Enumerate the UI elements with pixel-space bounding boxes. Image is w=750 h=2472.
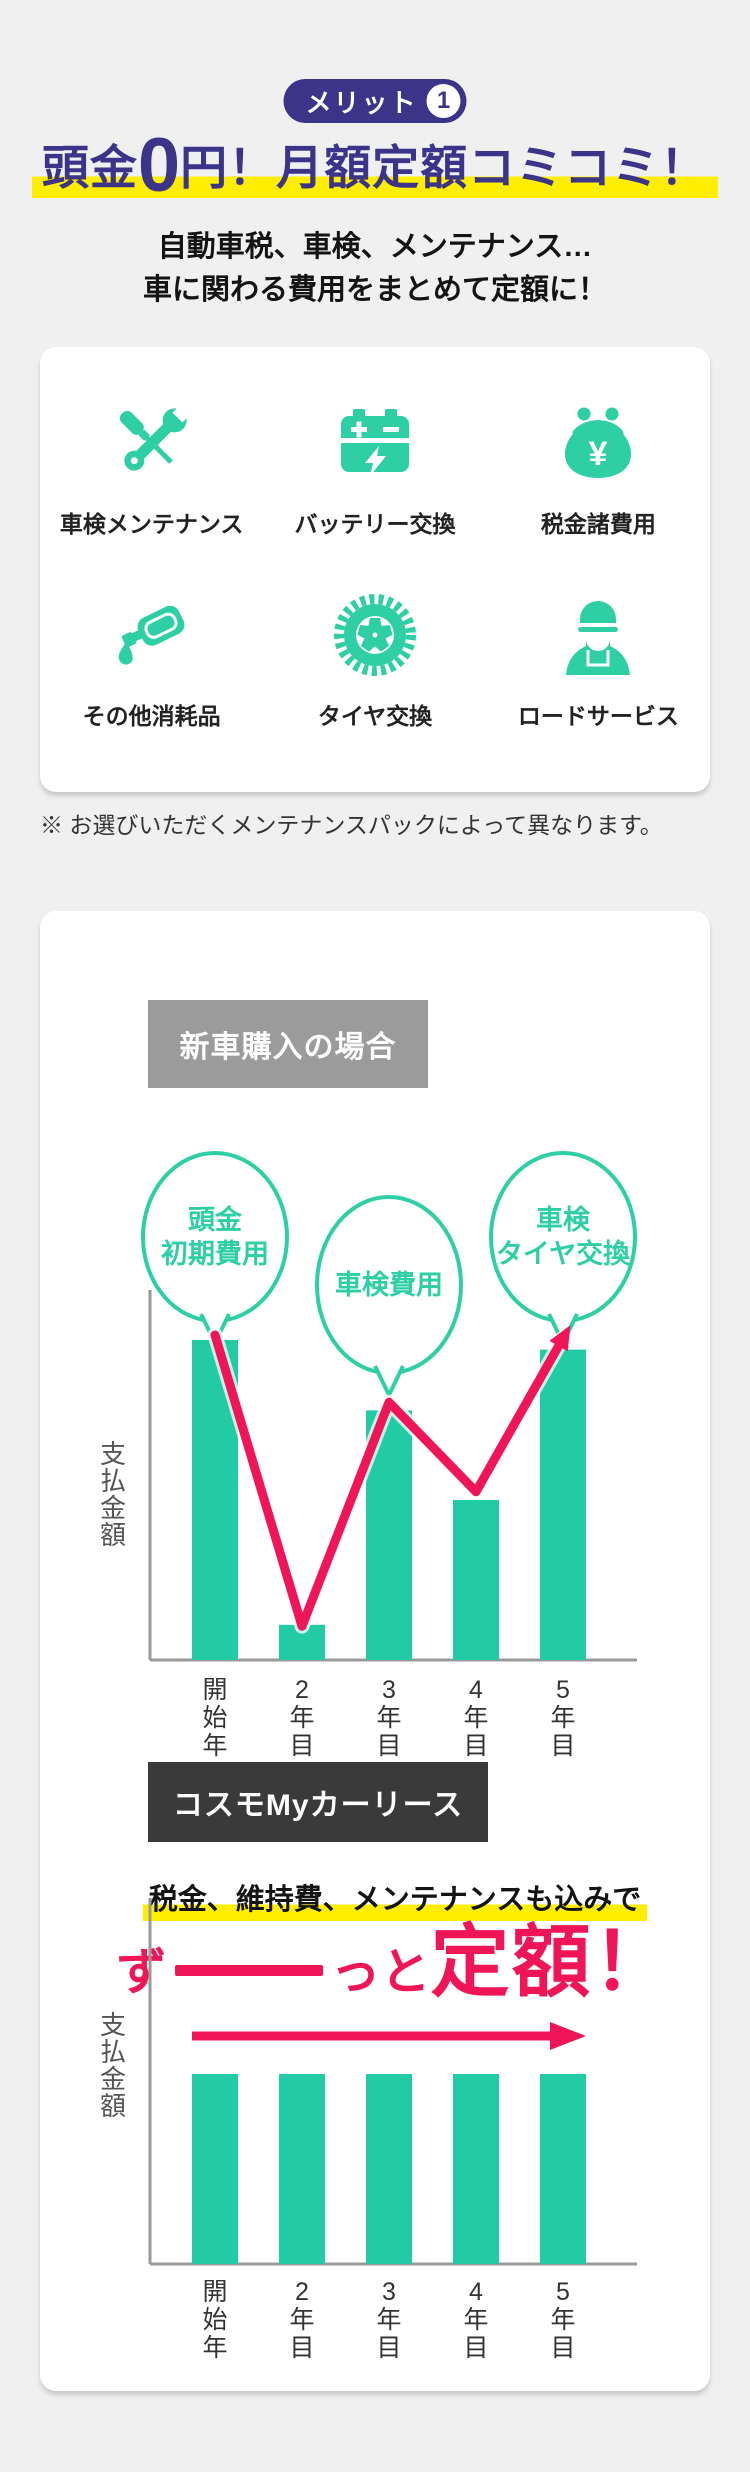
lease-title: コスモMyカーリース [172,1789,464,1822]
lease-highlight-marker: 税金、維持費、メンテナンスも込みで [142,1884,648,1921]
mechanic-icon [487,583,710,687]
svg-text:タイヤ交換: タイヤ交換 [496,1238,631,1269]
purchase-chart: 頭金初期費用車検費用 車検 タイヤ交換開始年 2年目 3年目 4年目 5年目 支払金額 [90,1120,700,1780]
tire-icon [263,583,486,687]
x-axis-category-label: 2年目 [289,2278,315,2362]
feature-label: バッテリー交換 [294,511,456,537]
feature-item: その他消耗品 [40,583,263,731]
features-note: ※ お選びいただくメンテナンスパックによって異なります。 [40,812,663,838]
x-axis-category-label: 4年目 [463,2278,489,2362]
feature-item: 車検メンテナンス [40,391,263,539]
feature-label: 税金諸費用 [540,511,656,537]
merit-badge-number: 1 [426,84,461,118]
merit-badge: メリット 1 [283,79,467,123]
elongated-dash-shape [174,1965,323,1976]
svg-text:初期費用: 初期費用 [161,1239,269,1269]
headline: 頭金0円！月額定額コミコミ！ [0,128,750,204]
feature-label: タイヤ交換 [317,703,433,729]
wrench-screwdriver-icon [40,391,263,495]
lease-chart: 開始年 2年目 3年目 4年目 5年目 支払金額 [90,1884,700,2384]
subtitle-line1: 自動車税、車検、メンテナンス… [157,231,593,263]
x-axis-category-label: 5年目 [550,1676,576,1760]
feature-label: 車検メンテナンス [59,511,244,537]
merit-badge-label: メリット [305,87,418,118]
headline-zero: 0 [137,123,181,208]
battery-icon [263,391,486,495]
x-axis-category-label: 4年目 [463,1676,489,1760]
y-axis-label: 支払金額 [99,1439,126,1550]
feature-item: タイヤ交換 [263,583,486,731]
feature-label: その他消耗品 [82,703,221,729]
x-axis-category-label: 3年目 [376,2278,402,2362]
purse-yen-icon: ¥ [487,391,710,495]
feature-item: ロードサービス [487,583,710,731]
features-grid: 車検メンテナンス [40,347,710,731]
feature-label: ロードサービス [517,703,679,729]
svg-text:車検費用: 車検費用 [335,1270,443,1300]
subtitle: 自動車税、車検、メンテナンス… 車に関わる費用をまとめて定額に！ [0,226,750,312]
svg-text:¥: ¥ [589,435,608,473]
x-axis-category-label: 3年目 [376,1676,402,1760]
subtitle-line2: 車に関わる費用をまとめて定額に！ [142,274,607,306]
lease-highlight-note: 税金、維持費、メンテナンスも込みで [90,1876,700,1921]
lease-catchphrase: ずっと定額！ [90,1922,700,2001]
catch-main: 定額！ [430,1917,674,2006]
x-axis-category-label: 開始年 [202,2278,228,2362]
feature-item: ¥ 税金諸費用 [487,391,710,539]
purchase-title-box: 新車購入の場合 [148,1000,428,1088]
x-axis-category-label: 5年目 [550,2278,576,2362]
features-card: 車検メンテナンス [40,347,710,792]
headline-highlight: 頭金0円！月額定額コミコミ！ [31,128,719,204]
feature-item: バッテリー交換 [263,391,486,539]
svg-text:頭金: 頭金 [188,1204,243,1235]
y-axis-label: 支払金額 [99,2010,126,2121]
purchase-title: 新車購入の場合 [179,1031,397,1064]
x-axis-category-label: 2年目 [289,1676,315,1760]
constant-price-arrow [192,2022,586,2050]
lease-title-box: コスモMyカーリース [148,1762,488,1842]
oil-can-icon [40,583,263,687]
catch-middle: っと [330,1944,431,2000]
catch-prefix: ず [116,1944,167,2000]
x-axis-category-label: 開始年 [202,1676,228,1760]
svg-text:車検: 車検 [536,1205,591,1235]
